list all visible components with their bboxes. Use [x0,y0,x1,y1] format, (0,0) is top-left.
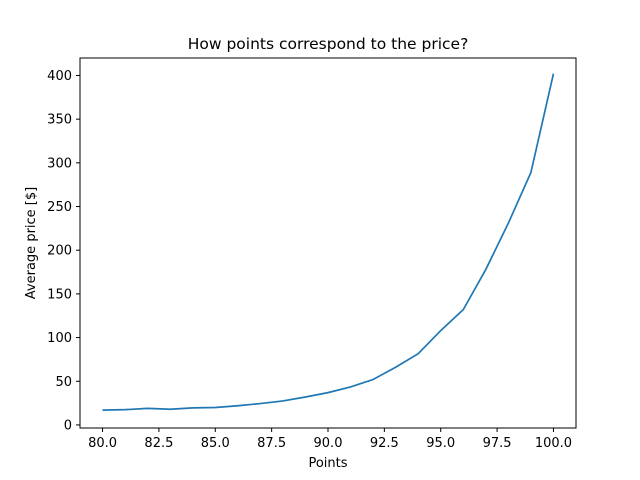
x-tick-label: 82.5 [144,436,173,451]
series-line [102,73,555,411]
x-tick-label: 87.5 [257,436,286,451]
y-tick-label: 300 [47,156,72,171]
x-tick-label: 100.0 [535,436,572,451]
x-tick-label: 90.0 [314,436,343,451]
x-tick-label: 92.5 [370,436,399,451]
y-axis: 0 50 100 150 200 250 300 350 400 [47,69,80,433]
y-axis-label: Average price [$] [24,187,39,299]
y-tick-label: 200 [47,244,72,259]
y-tick-label: 250 [47,200,72,215]
y-tick-label: 350 [47,113,72,128]
y-tick-label: 0 [64,418,72,433]
plot-area [102,73,555,411]
x-tick-label: 85.0 [201,436,230,451]
y-tick-label: 100 [47,331,72,346]
x-axis: 80.0 82.5 85.0 87.5 90.0 92.5 95.0 97.5 100.0 [88,428,572,451]
x-tick-label: 97.5 [483,436,512,451]
x-tick-label: 80.0 [88,436,117,451]
y-tick-label: 400 [47,69,72,84]
x-axis-label: Points [308,456,347,471]
x-tick-label: 95.0 [426,436,455,451]
y-tick-label: 50 [55,375,72,390]
y-tick-label: 150 [47,287,72,302]
plot-frame [79,57,577,429]
chart-title: How points correspond to the price? [188,35,469,53]
